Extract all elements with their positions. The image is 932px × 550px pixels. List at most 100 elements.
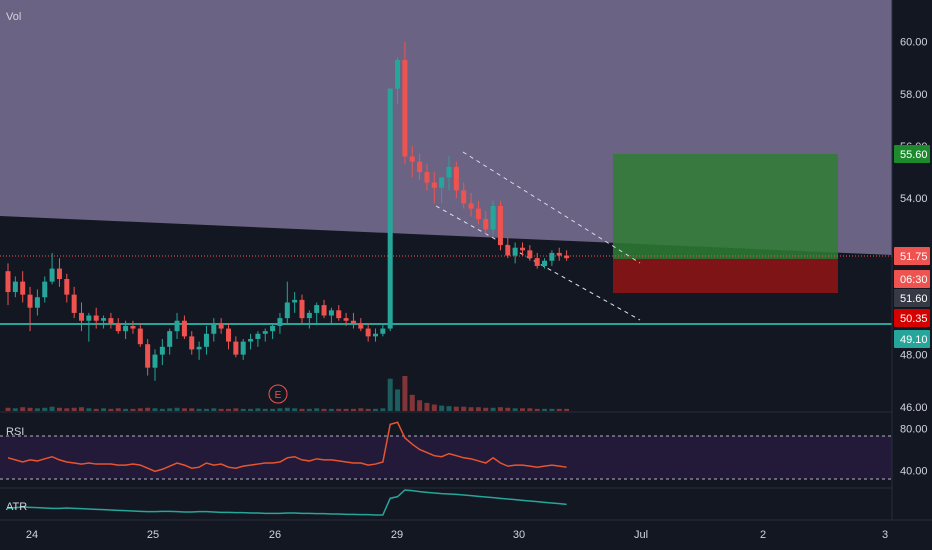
candle-body[interactable]	[564, 255, 570, 259]
candle-body[interactable]	[56, 268, 62, 280]
candle-body[interactable]	[299, 299, 305, 319]
candle-body[interactable]	[255, 333, 261, 339]
candle-body[interactable]	[387, 88, 393, 329]
candle-body[interactable]	[417, 161, 423, 173]
candle-body[interactable]	[71, 294, 77, 313]
volume-bar	[123, 408, 129, 411]
candle-body[interactable]	[321, 305, 327, 316]
candle-body[interactable]	[174, 320, 180, 332]
time-axis[interactable]: 24 25 26 29 30 Jul 2 3	[0, 519, 932, 541]
volume-bar	[12, 408, 18, 411]
long-position-tool[interactable]	[613, 154, 838, 293]
candle-body[interactable]	[512, 247, 518, 256]
candle-body[interactable]	[196, 346, 202, 350]
candle-body[interactable]	[556, 252, 562, 256]
candle-body[interactable]	[395, 59, 401, 89]
candle-body[interactable]	[284, 302, 290, 319]
candle-body[interactable]	[137, 328, 143, 345]
channel-lower-line[interactable]	[435, 205, 641, 321]
candle-body[interactable]	[468, 203, 474, 209]
candle-body[interactable]	[453, 166, 459, 191]
candle-body[interactable]	[115, 323, 121, 332]
loss-zone[interactable]	[613, 259, 838, 293]
volume-bar	[56, 407, 62, 411]
candle-body[interactable]	[497, 206, 503, 246]
candle-body[interactable]	[93, 315, 99, 321]
candle-body[interactable]	[373, 333, 378, 337]
candle-body[interactable]	[101, 318, 107, 321]
candle-body[interactable]	[475, 208, 481, 220]
main-pane[interactable]: E Vol	[0, 0, 892, 411]
candle-body[interactable]	[159, 346, 165, 355]
candle-body[interactable]	[64, 279, 70, 295]
candle-body[interactable]	[277, 318, 283, 326]
candle-body[interactable]	[152, 354, 158, 368]
candle-body[interactable]	[358, 323, 364, 329]
profit-zone[interactable]	[613, 154, 838, 259]
channel-upper-line[interactable]	[462, 151, 641, 264]
rsi-tick-label: 40.00	[900, 465, 928, 477]
candle-body[interactable]	[34, 297, 40, 308]
candle-body[interactable]	[181, 320, 187, 337]
candle-body[interactable]	[336, 310, 342, 319]
candle-body[interactable]	[534, 258, 540, 266]
volume-bar	[336, 408, 342, 411]
candle-body[interactable]	[262, 331, 268, 334]
candle-body[interactable]	[431, 182, 437, 188]
rsi-line[interactable]	[7, 421, 567, 473]
atr-pane[interactable]: ATR	[6, 489, 567, 516]
candle-body[interactable]	[350, 320, 356, 324]
volume-bar	[226, 408, 231, 411]
candle-body[interactable]	[402, 59, 408, 157]
candle-body[interactable]	[270, 325, 276, 332]
candlesticks[interactable]	[5, 41, 570, 381]
candle-body[interactable]	[108, 318, 114, 324]
candle-body[interactable]	[123, 325, 129, 332]
candle-body[interactable]	[292, 299, 298, 303]
candle-body[interactable]	[520, 247, 525, 251]
candle-body[interactable]	[343, 318, 349, 321]
candle-body[interactable]	[306, 312, 312, 319]
candle-body[interactable]	[79, 312, 84, 321]
candle-body[interactable]	[380, 328, 386, 334]
candle-body[interactable]	[439, 177, 445, 188]
candle-body[interactable]	[542, 260, 548, 266]
candle-body[interactable]	[12, 281, 18, 293]
candle-body[interactable]	[461, 190, 467, 204]
candle-body[interactable]	[218, 323, 224, 329]
candle-body[interactable]	[211, 323, 217, 334]
candle-body[interactable]	[203, 333, 209, 347]
atr-line[interactable]	[7, 489, 567, 516]
candle-body[interactable]	[248, 338, 254, 342]
candle-body[interactable]	[42, 281, 48, 298]
earnings-marker[interactable]: E	[268, 384, 288, 404]
candle-body[interactable]	[424, 172, 430, 183]
candle-body[interactable]	[226, 328, 231, 342]
candle-body[interactable]	[27, 294, 33, 308]
candle-body[interactable]	[549, 252, 555, 261]
candle-body[interactable]	[240, 341, 246, 355]
candle-body[interactable]	[490, 206, 496, 230]
volume-bar	[159, 408, 165, 411]
candle-body[interactable]	[527, 250, 533, 259]
candle-body[interactable]	[86, 315, 92, 321]
rsi-pane[interactable]: RSI	[0, 421, 892, 480]
candle-body[interactable]	[328, 310, 334, 316]
candle-body[interactable]	[365, 328, 371, 337]
candle-body[interactable]	[49, 268, 55, 282]
candle-body[interactable]	[130, 325, 136, 329]
candle-body[interactable]	[505, 245, 511, 256]
candle-body[interactable]	[233, 341, 239, 355]
candle-body[interactable]	[314, 305, 320, 313]
candle-body[interactable]	[409, 156, 415, 162]
candle-body[interactable]	[145, 344, 151, 368]
candle-body[interactable]	[20, 281, 26, 295]
candle-body[interactable]	[189, 336, 195, 350]
candle-body[interactable]	[5, 271, 11, 293]
candle-body[interactable]	[483, 219, 489, 230]
volume-bar	[431, 404, 437, 411]
candle-body[interactable]	[446, 166, 452, 178]
candle-body[interactable]	[167, 331, 173, 347]
price-axis[interactable]: 60.0058.0056.0054.0052.0050.0048.0046.00…	[891, 0, 932, 520]
